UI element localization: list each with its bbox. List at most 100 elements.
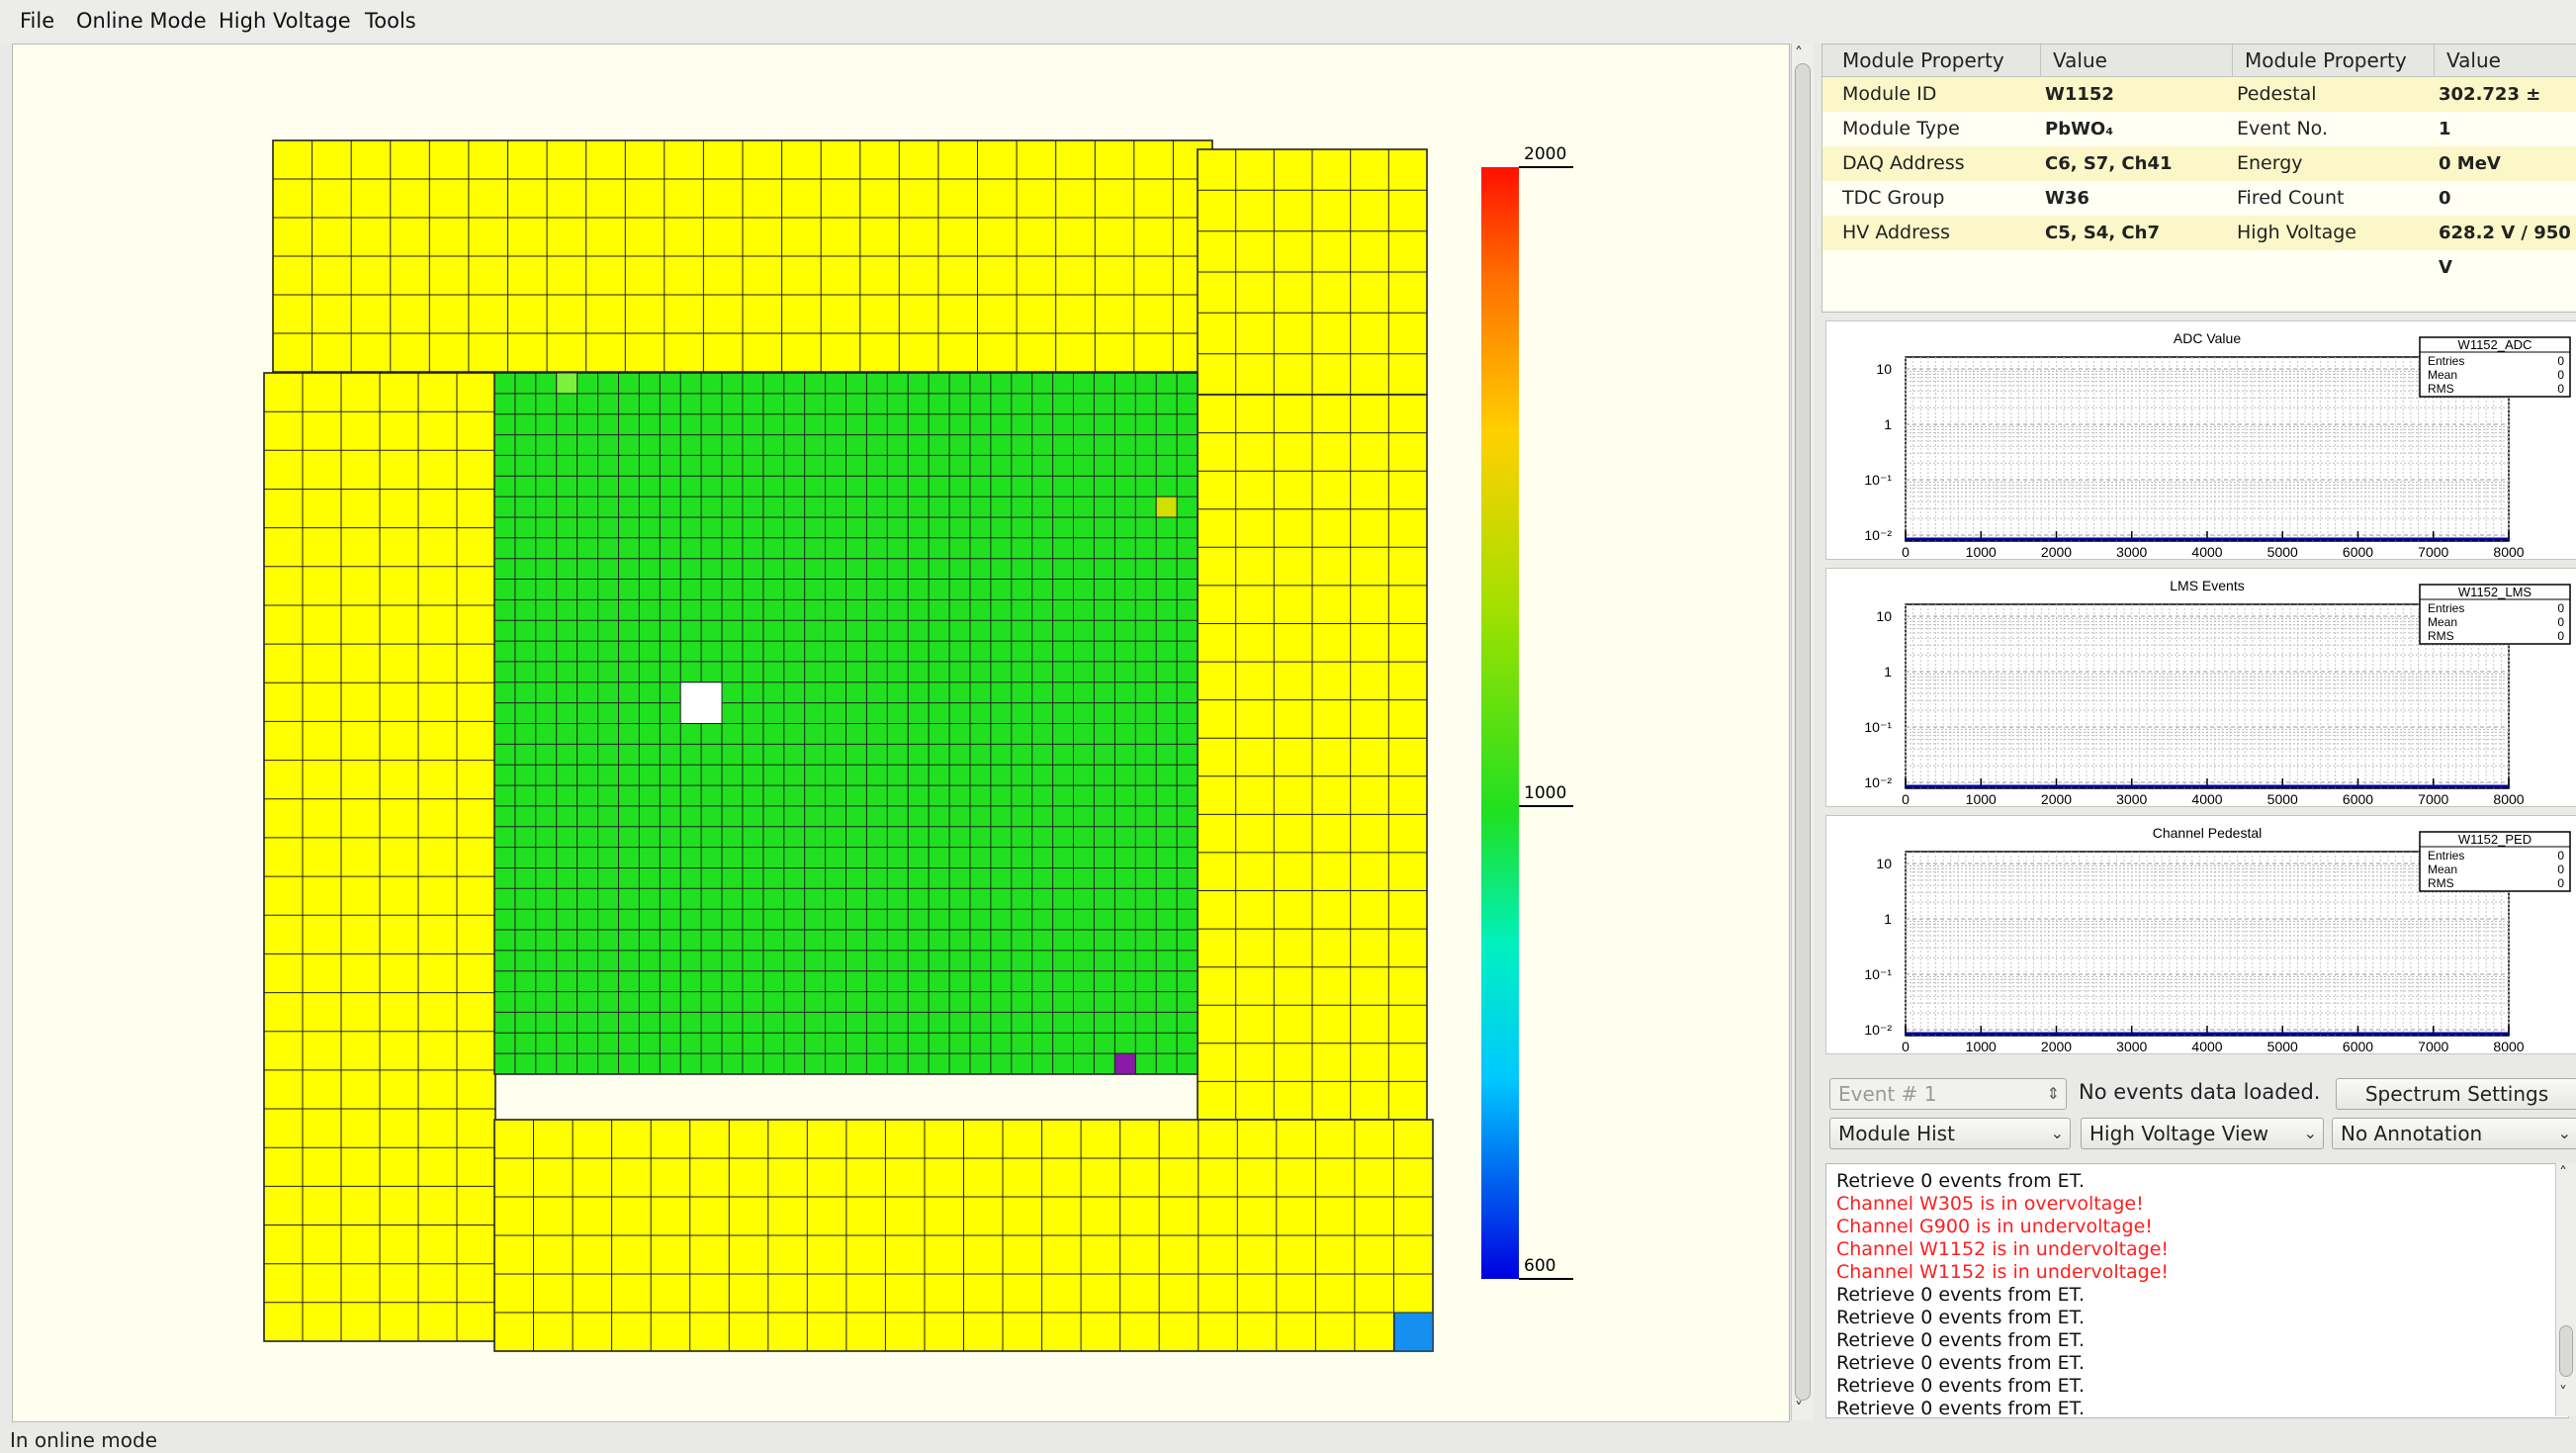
y-tick-label: 10⁻² bbox=[1864, 527, 1892, 543]
status-text: In online mode bbox=[10, 1428, 158, 1452]
histogram-title: ADC Value bbox=[2174, 330, 2241, 346]
log-line: Retrieve 0 events from ET. bbox=[1836, 1398, 2086, 1418]
y-tick-label: 10⁻¹ bbox=[1864, 472, 1892, 488]
module-cell-selected[interactable] bbox=[1113, 1052, 1136, 1075]
x-tick-label: 6000 bbox=[2343, 791, 2373, 806]
property-name: Module ID bbox=[1842, 83, 1937, 105]
module-cell[interactable] bbox=[556, 372, 578, 395]
menu-file[interactable]: File bbox=[20, 9, 55, 33]
bottom-leadglass-block-gridlines bbox=[494, 1120, 1433, 1351]
x-tick-label: 0 bbox=[1902, 544, 1910, 559]
log-scrollbar[interactable]: ˄ ˅ bbox=[2555, 1163, 2576, 1416]
x-tick-label: 1000 bbox=[1966, 1039, 1997, 1053]
stats-label: Entries bbox=[2428, 849, 2464, 863]
stats-title: W1152_PED bbox=[2458, 832, 2532, 847]
table-row[interactable]: TDC Group W36 Fired Count 0 bbox=[1822, 181, 2576, 216]
histogram-title: LMS Events bbox=[2170, 578, 2244, 593]
stats-box bbox=[2419, 336, 2571, 398]
beam-hole[interactable] bbox=[679, 681, 723, 725]
message-log[interactable]: Retrieve 0 events from ET. Channel W305 i… bbox=[1825, 1163, 2569, 1418]
stats-label: Entries bbox=[2428, 354, 2464, 368]
x-tick-label: 5000 bbox=[2267, 791, 2298, 806]
event-number-spinbox[interactable]: Event # 1 ⇕ bbox=[1829, 1078, 2067, 1110]
property-value: 628.2 V / 950 V bbox=[2439, 223, 2571, 278]
annotation-select[interactable]: No Annotation ⌄ bbox=[2332, 1118, 2576, 1149]
log-line: Retrieve 0 events from ET. bbox=[1836, 1170, 2086, 1192]
scroll-down-icon[interactable]: ˅ bbox=[2559, 1383, 2567, 1402]
module-property-table: Module Property Value Module Property Va… bbox=[1821, 44, 2576, 313]
stats-label: RMS bbox=[2428, 629, 2454, 643]
detector-canvas[interactable]: 2000 1000 600 bbox=[12, 44, 1790, 1422]
table-row[interactable]: Module ID W1152 Pedestal 302.723 ± 0.92 bbox=[1822, 77, 2576, 139]
x-tick-label: 7000 bbox=[2418, 791, 2448, 806]
table-header-property-2[interactable]: Module Property bbox=[2232, 45, 2435, 77]
table-row[interactable]: DAQ Address C6, S7, Ch41 Energy 0 MeV bbox=[1822, 146, 2576, 181]
x-tick-label: 8000 bbox=[2493, 1039, 2524, 1053]
annotation-select-value: No Annotation bbox=[2341, 1122, 2483, 1145]
module-cell[interactable] bbox=[1155, 496, 1178, 518]
property-name: Event No. bbox=[2237, 118, 2329, 139]
stats-label: Entries bbox=[2428, 601, 2464, 615]
menu-bar: File Online Mode High Voltage Tools bbox=[0, 0, 2576, 44]
x-tick-label: 3000 bbox=[2116, 1039, 2147, 1053]
chevron-down-icon: ⌄ bbox=[2303, 1124, 2317, 1142]
no-events-label: No events data loaded. bbox=[2079, 1080, 2321, 1104]
canvas-scroll-thumb[interactable] bbox=[1795, 63, 1811, 1401]
top-leadglass-block-gridlines bbox=[273, 140, 1212, 372]
lms-histogram-panel[interactable]: LMS Events 10 1 10⁻¹ 10⁻² 0 1000 2000 3000 4000 50… bbox=[1825, 568, 2576, 807]
right-leadglass-block-gridlines bbox=[1198, 395, 1427, 1120]
scroll-up-icon[interactable]: ˄ bbox=[1795, 44, 1803, 62]
detector-map[interactable]: 2000 1000 600 bbox=[13, 45, 1789, 1421]
stats-value: 0 bbox=[2557, 601, 2564, 615]
module-hist-select[interactable]: Module Hist ⌄ bbox=[1829, 1118, 2071, 1149]
menu-online-mode[interactable]: Online Mode bbox=[76, 9, 207, 33]
spin-arrows-icon[interactable]: ⇕ bbox=[2046, 1084, 2060, 1103]
property-name: Fired Count bbox=[2237, 187, 2345, 209]
status-bar: In online mode bbox=[0, 1424, 2576, 1453]
module-grid[interactable] bbox=[263, 139, 1434, 1352]
log-line: Channel W1152 is in undervoltage! bbox=[1836, 1238, 2170, 1260]
stats-label: Mean bbox=[2428, 863, 2457, 876]
scroll-down-icon[interactable]: ˅ bbox=[1795, 1399, 1803, 1417]
log-scroll-thumb[interactable] bbox=[2559, 1325, 2573, 1377]
view-mode-select[interactable]: High Voltage View ⌄ bbox=[2081, 1118, 2324, 1149]
property-name: HV Address bbox=[1842, 222, 1950, 243]
menu-tools[interactable]: Tools bbox=[365, 9, 416, 33]
y-tick-label: 10 bbox=[1876, 608, 1892, 624]
table-row[interactable]: Module Type PbWO₄ Event No. 1 bbox=[1822, 112, 2576, 146]
view-mode-select-value: High Voltage View bbox=[2089, 1122, 2269, 1145]
chevron-down-icon: ⌄ bbox=[2050, 1124, 2064, 1142]
y-tick-label: 10⁻² bbox=[1864, 774, 1892, 790]
menu-high-voltage[interactable]: High Voltage bbox=[219, 9, 351, 33]
stats-value: 0 bbox=[2557, 863, 2564, 876]
stats-box bbox=[2419, 584, 2571, 645]
control-panel: Event # 1 ⇕ No events data loaded. Spect… bbox=[1825, 1074, 2576, 1153]
canvas-scrollbar[interactable]: ˄ ˅ bbox=[1791, 44, 1814, 1420]
histogram-title: Channel Pedestal bbox=[2153, 825, 2263, 841]
property-value: C5, S4, Ch7 bbox=[2045, 223, 2160, 243]
x-tick-label: 3000 bbox=[2116, 544, 2147, 559]
x-tick-label: 5000 bbox=[2267, 1039, 2298, 1053]
log-line: Retrieve 0 events from ET. bbox=[1836, 1284, 2086, 1306]
x-tick-label: 8000 bbox=[2493, 544, 2524, 559]
log-line: Channel G900 is in undervoltage! bbox=[1836, 1216, 2153, 1237]
module-cell[interactable] bbox=[1393, 1312, 1434, 1352]
table-header-value-2[interactable]: Value bbox=[2434, 45, 2576, 77]
adc-histogram-panel[interactable]: ADC Value 10 1 10⁻¹ 10⁻² 0 1000 2000 3000 4000 500… bbox=[1825, 320, 2576, 560]
property-name: Module Type bbox=[1842, 118, 1960, 139]
y-tick-label: 10⁻² bbox=[1864, 1022, 1892, 1038]
property-value: 0 bbox=[2439, 188, 2451, 209]
stats-value: 0 bbox=[2557, 368, 2564, 382]
x-tick-label: 4000 bbox=[2191, 1039, 2222, 1053]
stats-label: Mean bbox=[2428, 368, 2457, 382]
property-name: DAQ Address bbox=[1842, 152, 1965, 174]
table-header-property-1[interactable]: Module Property bbox=[1822, 45, 2040, 77]
scroll-up-icon[interactable]: ˄ bbox=[2559, 1163, 2567, 1182]
spectrum-settings-button[interactable]: Spectrum Settings bbox=[2336, 1078, 2576, 1110]
right-upper-leadglass-block-gridlines bbox=[1198, 149, 1427, 395]
pedestal-histogram-panel[interactable]: Channel Pedestal 10 1 10⁻¹ 10⁻² 0 1000 2000 3000… bbox=[1825, 815, 2576, 1054]
table-header-value-1[interactable]: Value bbox=[2040, 45, 2233, 77]
property-value: C6, S7, Ch41 bbox=[2045, 153, 2173, 174]
table-row[interactable]: HV Address C5, S4, Ch7 High Voltage 628.… bbox=[1822, 216, 2576, 278]
stats-value: 0 bbox=[2557, 615, 2564, 629]
